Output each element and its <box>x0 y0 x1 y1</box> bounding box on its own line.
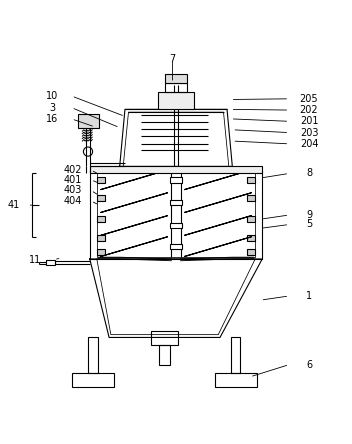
Bar <box>170 244 182 250</box>
Bar <box>97 216 105 222</box>
Bar <box>247 194 255 201</box>
Text: 201: 201 <box>300 116 318 127</box>
Bar <box>170 223 182 228</box>
Bar <box>97 173 255 257</box>
Text: 8: 8 <box>306 168 312 178</box>
Bar <box>151 331 178 345</box>
Text: 3: 3 <box>49 103 55 113</box>
Text: 205: 205 <box>300 94 318 104</box>
Bar <box>88 337 98 373</box>
Bar <box>247 216 255 222</box>
Bar <box>90 166 262 173</box>
Bar <box>159 345 170 365</box>
Text: 402: 402 <box>64 165 82 175</box>
Bar <box>90 171 262 259</box>
Bar <box>170 177 182 182</box>
Text: 9: 9 <box>306 210 312 220</box>
Text: 404: 404 <box>64 196 82 206</box>
Text: 204: 204 <box>300 139 318 149</box>
Bar <box>158 92 194 109</box>
Text: 403: 403 <box>64 185 82 195</box>
Bar <box>46 260 55 265</box>
Text: 1: 1 <box>306 291 312 301</box>
Text: 202: 202 <box>300 105 318 115</box>
Bar <box>165 83 187 92</box>
Bar <box>72 373 114 388</box>
Bar <box>97 194 105 201</box>
Text: 203: 203 <box>300 127 318 138</box>
Bar <box>247 249 255 255</box>
Bar <box>78 114 99 128</box>
Bar <box>165 74 187 83</box>
Text: 41: 41 <box>7 200 19 210</box>
Bar <box>97 249 105 255</box>
Bar <box>97 177 105 183</box>
Bar <box>97 235 105 242</box>
Text: 7: 7 <box>169 54 176 64</box>
Text: 11: 11 <box>29 255 41 265</box>
Text: 401: 401 <box>64 175 82 185</box>
Bar <box>231 337 240 373</box>
Text: 6: 6 <box>306 360 312 369</box>
Bar <box>247 177 255 183</box>
Text: 16: 16 <box>46 114 58 124</box>
Text: 10: 10 <box>46 91 58 101</box>
Text: 5: 5 <box>306 219 312 230</box>
Bar <box>170 200 182 206</box>
Bar <box>247 235 255 242</box>
Bar <box>215 373 257 388</box>
